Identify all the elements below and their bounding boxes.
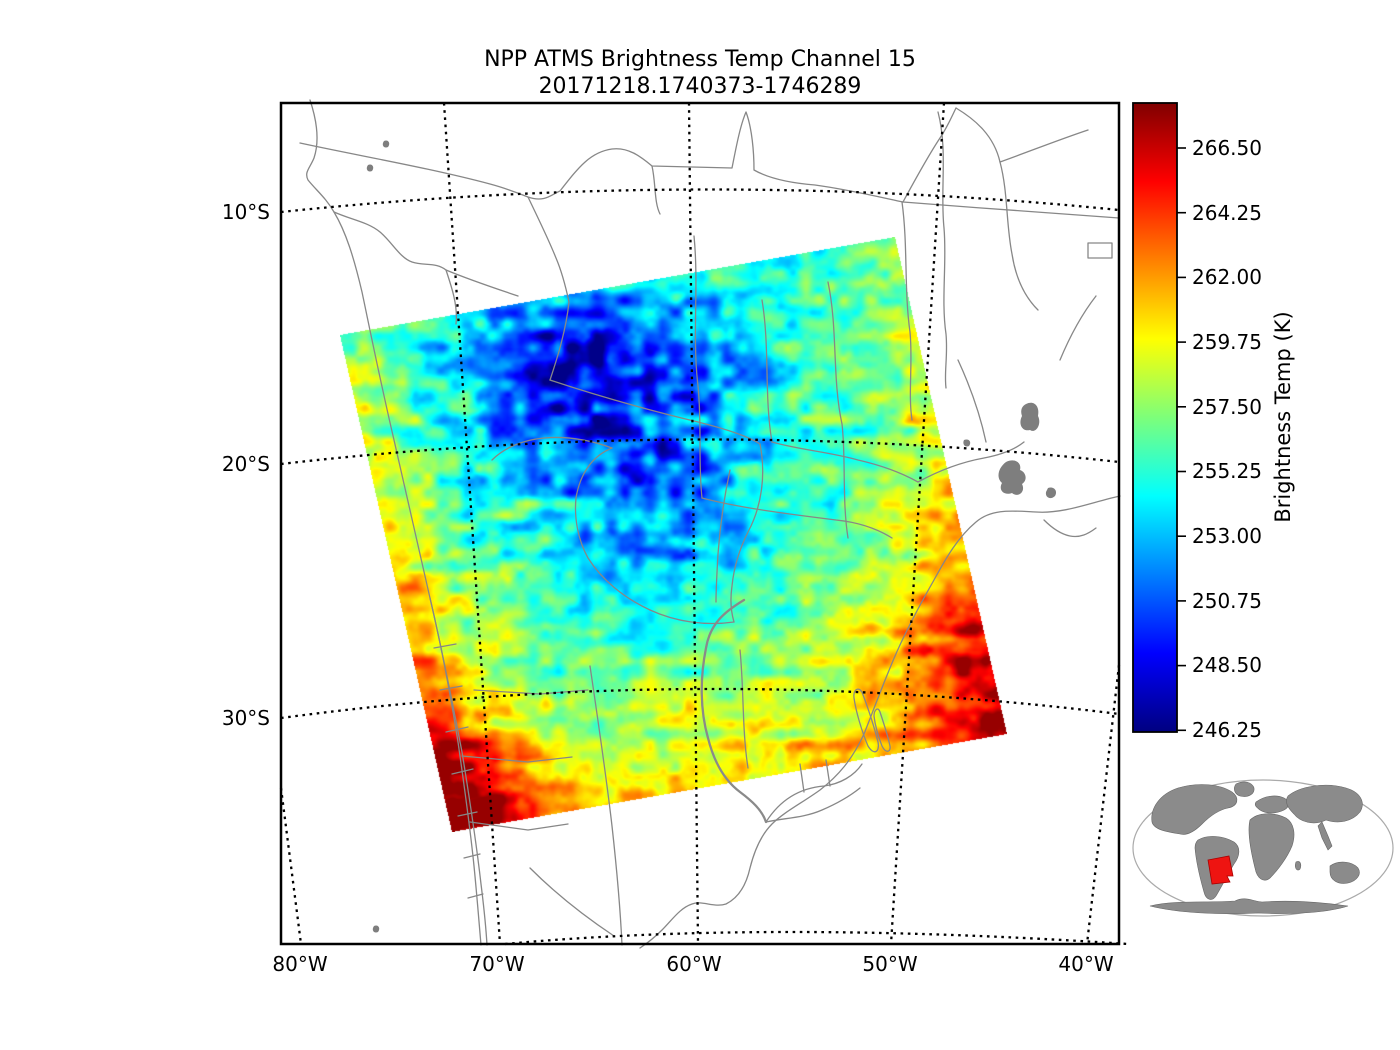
y-tick-label: 10°S	[222, 200, 270, 224]
inset-swath-footprint	[1207, 855, 1234, 885]
plot-title: NPP ATMS Brightness Temp Channel 15	[484, 47, 916, 72]
colorbar-tick-label: 259.75	[1192, 330, 1262, 354]
coverage-inset-map	[1132, 779, 1394, 917]
colorbar-ticks	[1177, 147, 1186, 732]
colorbar-tick-label: 255.25	[1192, 459, 1262, 483]
graticule	[279, 102, 1129, 946]
y-tick-label: 30°S	[222, 706, 270, 730]
colorbar-tick-label: 253.00	[1192, 524, 1262, 548]
plot-subtitle: 20171218.1740373-1746289	[539, 74, 862, 99]
colorbar-tick-label: 262.00	[1192, 265, 1262, 289]
x-tick-label: 60°W	[666, 952, 721, 976]
inset-globe-outline	[1132, 779, 1394, 917]
colorbar-tick-label: 248.50	[1192, 653, 1262, 677]
colorbar-tick-label: 264.25	[1192, 201, 1262, 225]
colorbar-tick-label: 266.50	[1192, 136, 1262, 160]
colorbar-tick-label: 250.75	[1192, 589, 1262, 613]
country-borders	[299, 99, 1121, 949]
colorbar: 266.50 264.25 262.00 259.75 257.50 255.2…	[1132, 102, 1295, 742]
x-tick-label: 40°W	[1058, 952, 1113, 976]
colorbar-tick-labels: 266.50 264.25 262.00 259.75 257.50 255.2…	[1192, 136, 1262, 742]
x-tick-label: 80°W	[272, 952, 327, 976]
y-axis-ticks: 10°S 20°S 30°S	[222, 200, 270, 730]
lakes	[366, 140, 1057, 933]
colorbar-tick-label: 246.25	[1192, 718, 1262, 742]
inset-continents	[1149, 781, 1363, 915]
map-frame	[279, 101, 1121, 946]
colorbar-tick-label: 257.50	[1192, 395, 1262, 419]
y-tick-label: 20°S	[222, 452, 270, 476]
colorbar-frame	[1132, 102, 1178, 733]
colorbar-axis-label: Brightness Temp (K)	[1271, 311, 1295, 522]
x-axis-ticks: 80°W 70°W 60°W 50°W 40°W	[272, 952, 1113, 976]
x-tick-label: 70°W	[469, 952, 524, 976]
colorbar-gradient	[1133, 103, 1177, 732]
swath-heatmap	[340, 237, 1007, 832]
x-tick-label: 50°W	[862, 952, 917, 976]
